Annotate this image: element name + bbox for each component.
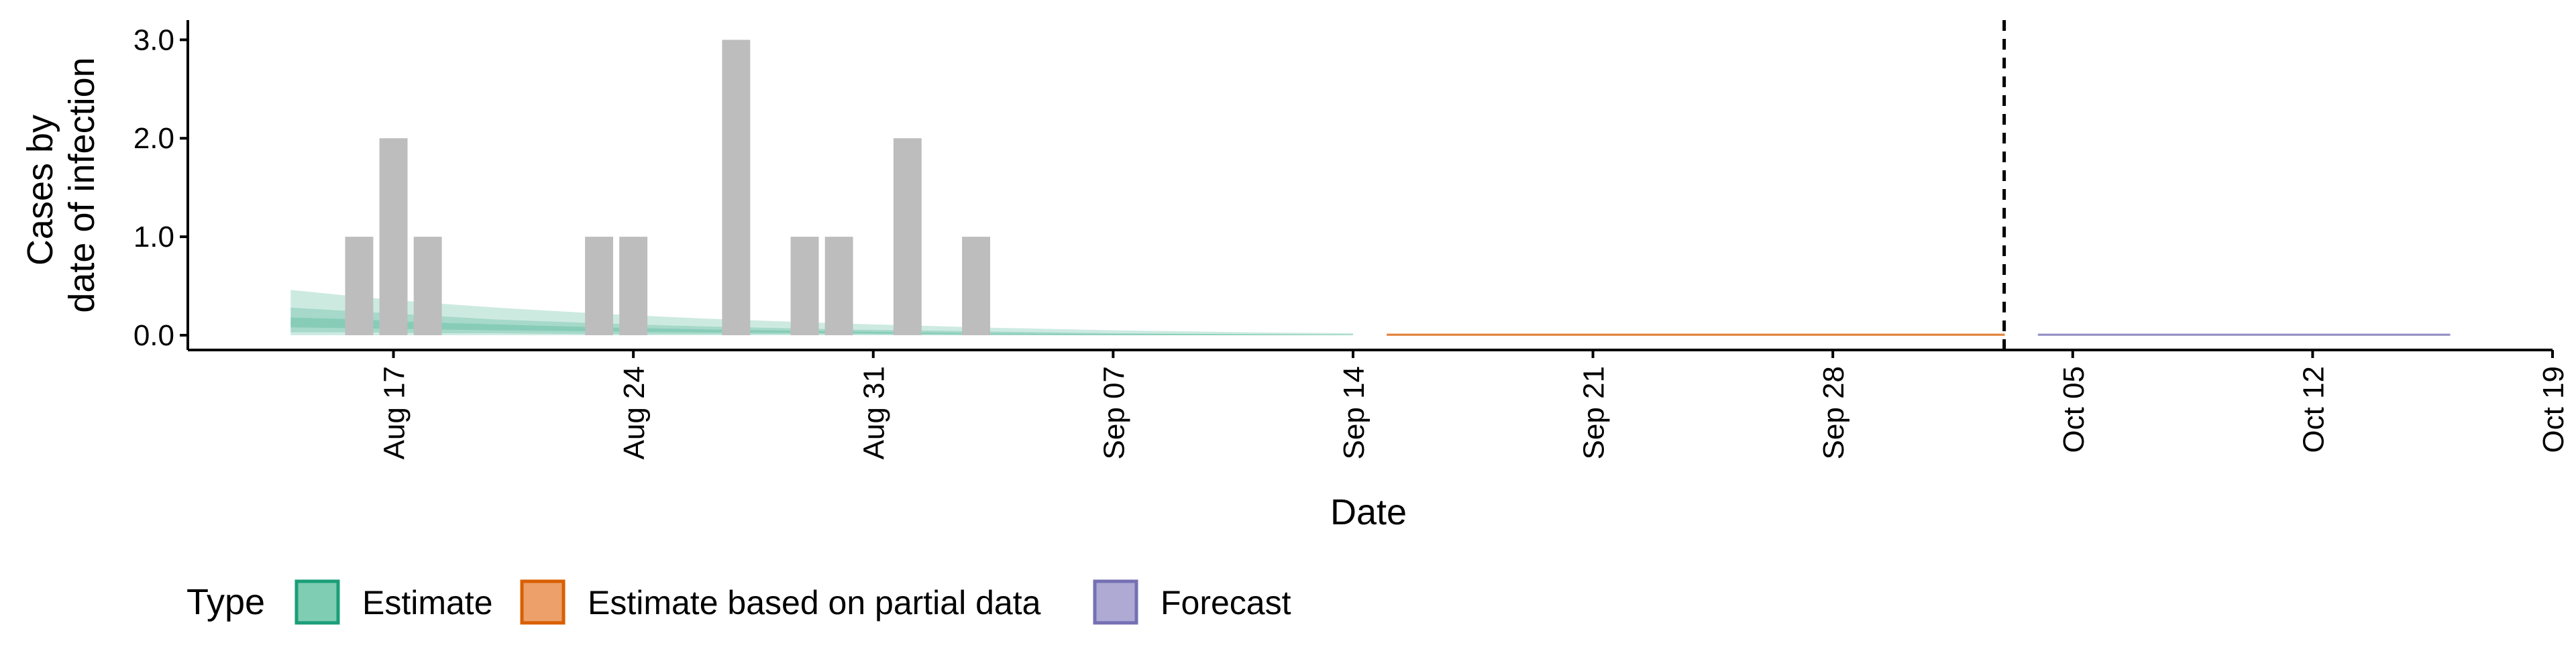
bar-2020-08-23 [585,237,613,335]
reported-cases-bars [345,40,990,336]
x-tick-label-Aug-31: Aug 31 [858,366,891,459]
estimate-band-4 [1387,333,2005,336]
estimate-band-1 [290,290,1353,335]
x-tick-label-Sep-07: Sep 07 [1097,366,1130,459]
y-axis-ticks: 0.0 1.0 2.0 3.0 [133,23,188,352]
bar-2020-08-24 [619,237,648,335]
x-axis-ticks: Aug 17 Aug 24 Aug 31 Sep 07 Sep 14 Sep 21 Sep … [378,350,2570,459]
bar-2020-08-27 [722,40,751,336]
legend-items: Estimate Estimate based on partial data Fo… [294,579,1291,625]
bar-2020-08-18 [413,237,442,335]
bar-2020-09-03 [962,237,990,335]
legend-item-2: Estimate based on partial data [520,579,1041,625]
x-tick-label-Sep-21: Sep 21 [1578,366,1611,459]
x-tick-label-Oct-19: Oct 19 [2537,366,2570,453]
y-axis-title-line-1: Cases by [20,115,60,266]
bar-2020-09-01 [893,138,922,335]
estimate-band-5 [2037,333,2451,336]
legend-title: Type [186,582,265,622]
legend-item-1: Estimate [294,579,493,625]
y-tick-label-3.0: 3.0 [133,23,174,56]
x-tick-label-Oct-12: Oct 12 [2297,366,2330,453]
x-axis-title: Date [1330,492,1407,532]
y-tick-label-1.0: 1.0 [133,221,174,253]
bar-2020-08-30 [824,237,853,335]
legend-label-3: Forecast [1161,584,1291,622]
legend-label-2: Estimate based on partial data [588,584,1041,622]
x-tick-label-Sep-14: Sep 14 [1338,366,1371,459]
legend-item-3: Forecast [1093,579,1291,625]
bar-2020-08-29 [790,237,819,335]
y-axis-title-line-2: date of infection [62,57,102,312]
legend-swatch-2 [520,579,566,625]
legend-swatch-1 [294,579,340,625]
estimate-band-2 [290,307,1353,335]
estimate-band-3 [290,317,1353,335]
y-tick-label-2.0: 2.0 [133,122,174,155]
y-tick-label-0.0: 0.0 [133,319,174,352]
legend-swatch-3 [1093,579,1138,625]
estimate-bands [290,290,2451,336]
legend: Type Estimate Estimate based on partial d… [186,579,1291,625]
y-axis-title: Cases by date of infection [20,57,102,312]
x-tick-label-Aug-24: Aug 24 [618,366,651,459]
axes [186,20,2553,351]
bar-2020-08-16 [345,237,374,335]
x-tick-label-Aug-17: Aug 17 [378,366,411,459]
legend-label-1: Estimate [362,584,493,622]
bar-2020-08-17 [379,138,408,335]
x-tick-label-Oct-05: Oct 05 [2057,366,2090,453]
x-tick-label-Sep-28: Sep 28 [1817,366,1850,459]
